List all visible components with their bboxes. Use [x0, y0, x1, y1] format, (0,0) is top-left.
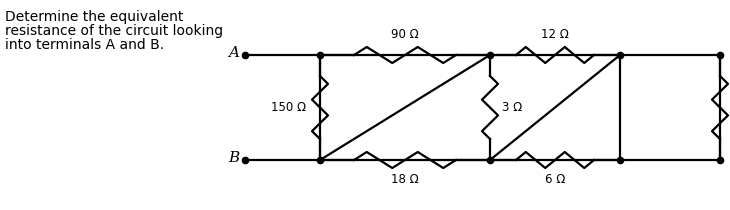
- Text: 3 Ω: 3 Ω: [502, 101, 522, 114]
- Text: resistance of the circuit looking: resistance of the circuit looking: [5, 24, 223, 38]
- Text: 18 Ω: 18 Ω: [391, 173, 419, 186]
- Text: 90 Ω: 90 Ω: [391, 28, 419, 41]
- Text: Determine the equivalent: Determine the equivalent: [5, 10, 183, 24]
- Text: 150 Ω: 150 Ω: [271, 101, 306, 114]
- Text: B: B: [228, 151, 239, 165]
- Text: A: A: [228, 46, 239, 60]
- Text: 12 Ω: 12 Ω: [541, 28, 569, 41]
- Text: into terminals A and B.: into terminals A and B.: [5, 38, 164, 52]
- Text: 6 Ω: 6 Ω: [545, 173, 565, 186]
